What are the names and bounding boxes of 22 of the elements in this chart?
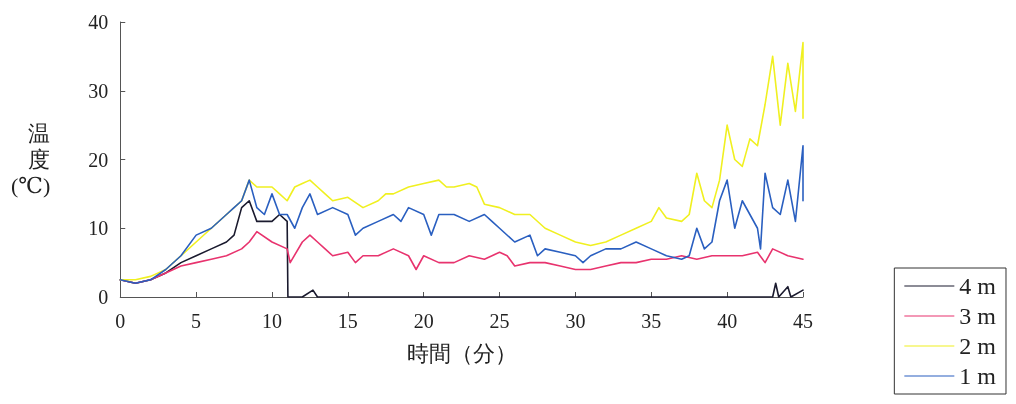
y-axis-title: 温度(℃) — [11, 121, 51, 198]
legend-label: 4 m — [959, 273, 997, 299]
x-tick-label: 40 — [717, 310, 738, 332]
x-axis-title: 時間（分） — [406, 340, 517, 366]
x-tick-label: 30 — [565, 310, 586, 332]
line-series — [119, 144, 804, 285]
y-tick-label: 10 — [88, 217, 109, 240]
y-tick-label: 40 — [88, 11, 109, 33]
legend-label: 3 m — [959, 303, 997, 329]
x-tick-label: 45 — [793, 310, 813, 332]
x-tick-label: 20 — [413, 310, 434, 332]
legend-label: 2 m — [959, 333, 997, 359]
y-tick-label: 0 — [98, 286, 109, 308]
legend-label: 1 m — [959, 363, 997, 389]
x-tick-label: 10 — [261, 310, 282, 332]
x-tick-label: 25 — [489, 310, 510, 332]
x-tick-label: 15 — [337, 310, 358, 332]
x-tick-label: 35 — [641, 310, 662, 332]
y-tick-label: 20 — [88, 148, 109, 171]
y-tick-label: 30 — [88, 79, 109, 102]
x-tick-label: 0 — [115, 310, 126, 332]
x-tick-label: 5 — [191, 310, 202, 332]
